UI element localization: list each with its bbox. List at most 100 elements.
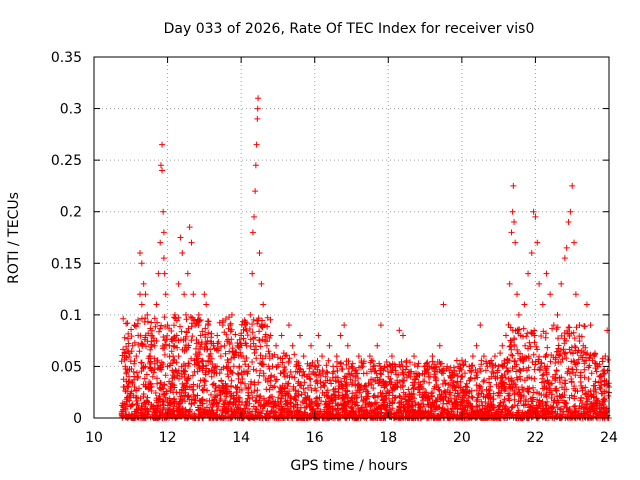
data-point: [252, 188, 259, 195]
data-point: [160, 229, 167, 236]
data-point: [337, 332, 344, 339]
data-point: [418, 384, 425, 391]
data-point: [160, 255, 167, 262]
y-tick-label: 0.25: [51, 153, 82, 169]
data-point: [534, 239, 541, 246]
data-point: [300, 353, 307, 360]
y-tick-labels: 0 0.05 0.1 0.15 0.2 0.25 0.3 0.35: [51, 50, 82, 427]
data-point: [135, 332, 142, 339]
data-point: [253, 141, 260, 148]
data-point: [164, 322, 171, 329]
data-point: [136, 249, 143, 256]
data-point: [515, 311, 522, 318]
data-point: [127, 394, 134, 401]
x-tick-label: 12: [159, 430, 177, 446]
data-point: [488, 373, 495, 380]
data-point: [192, 322, 199, 329]
data-point: [370, 363, 377, 370]
data-point: [251, 213, 258, 220]
data-point: [433, 363, 440, 370]
data-point: [521, 301, 528, 308]
data-point: [151, 342, 158, 349]
data-point: [230, 353, 237, 360]
data-point: [447, 373, 454, 380]
data-point: [194, 353, 200, 360]
grid-layer: [94, 57, 609, 418]
data-point: [249, 229, 256, 236]
dense-noise-layer: [118, 314, 612, 421]
y-axis-label: ROTI / TECUs: [6, 192, 22, 284]
data-point: [514, 291, 521, 298]
data-point: [392, 363, 399, 370]
data-point: [166, 342, 173, 349]
data-point: [517, 332, 524, 339]
data-point: [440, 301, 447, 308]
data-point: [436, 342, 443, 349]
data-point: [164, 363, 171, 370]
data-point: [184, 270, 191, 277]
data-point: [348, 363, 355, 370]
data-point: [563, 244, 570, 251]
x-tick-label: 14: [232, 430, 250, 446]
data-point: [385, 373, 392, 380]
data-point: [214, 332, 221, 339]
data-point: [177, 234, 184, 241]
y-tick-label: 0.2: [60, 205, 82, 221]
data-point: [561, 255, 568, 262]
data-point: [374, 342, 381, 349]
data-point: [159, 141, 166, 148]
data-point: [131, 384, 138, 391]
data-point: [219, 322, 226, 329]
data-point: [142, 384, 149, 391]
data-point: [236, 363, 243, 370]
data-point: [411, 353, 418, 360]
data-point: [153, 301, 160, 308]
data-point: [247, 311, 254, 318]
data-point: [293, 363, 300, 370]
data-point: [477, 322, 484, 329]
data-point: [195, 311, 202, 318]
data-point: [127, 358, 134, 365]
data-point: [525, 270, 532, 277]
y-tick-label: 0.3: [60, 102, 82, 118]
data-point: [528, 249, 535, 256]
data-point: [129, 342, 136, 349]
data-point: [149, 373, 156, 380]
data-point: [403, 363, 410, 370]
data-point: [155, 270, 162, 277]
data-point: [210, 342, 217, 349]
data-point: [554, 311, 561, 318]
data-point: [173, 332, 180, 339]
axis-ticks: [93, 56, 610, 419]
data-point: [333, 353, 340, 360]
data-point: [503, 332, 509, 339]
data-point: [591, 353, 598, 360]
plot-frame: [93, 56, 610, 419]
data-point: [265, 363, 272, 370]
x-tick-label: 18: [379, 430, 397, 446]
data-point: [120, 384, 127, 391]
data-point: [140, 280, 147, 287]
data-point: [120, 404, 127, 411]
data-point: [550, 322, 557, 329]
data-point: [217, 353, 224, 360]
data-point: [508, 229, 515, 236]
data-point: [140, 363, 147, 370]
data-point: [396, 327, 403, 334]
data-point: [304, 373, 311, 380]
data-point: [469, 353, 476, 360]
data-point: [135, 373, 142, 380]
chart-title: Day 033 of 2026, Rate Of TEC Index for r…: [164, 21, 535, 37]
data-point: [249, 270, 256, 277]
data-point: [536, 280, 543, 287]
data-point: [532, 213, 539, 220]
data-point: [480, 353, 487, 360]
data-point: [355, 353, 362, 360]
y-tick-label: 0.15: [51, 256, 82, 272]
data-point: [159, 167, 166, 174]
data-point: [558, 280, 565, 287]
data-point: [285, 322, 292, 329]
data-point: [594, 363, 601, 370]
data-point: [576, 322, 583, 329]
data-point: [234, 342, 241, 349]
